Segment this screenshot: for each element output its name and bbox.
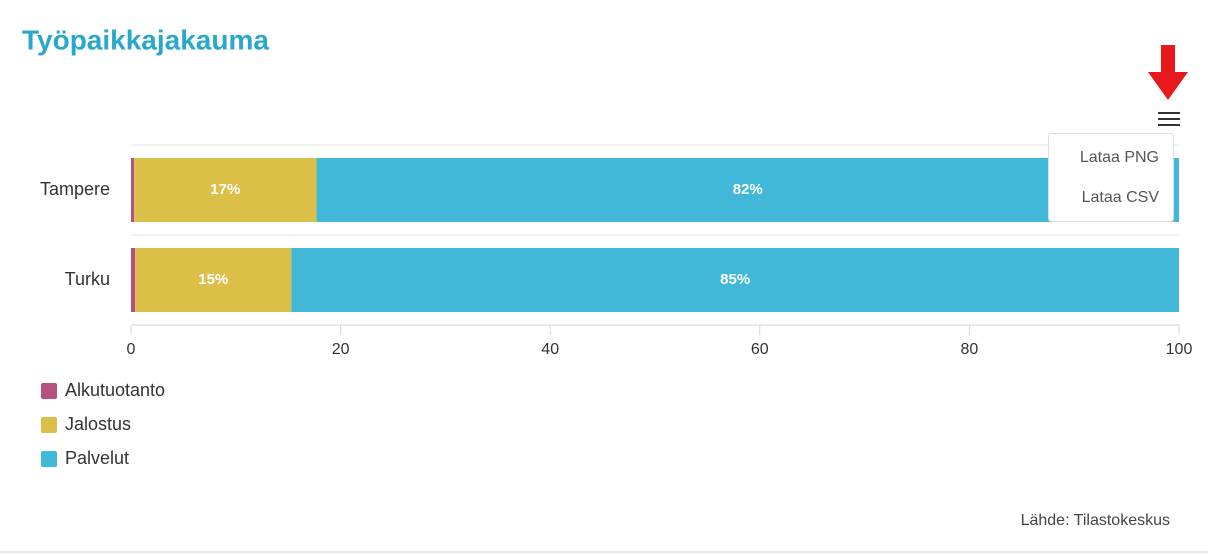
bar (131, 248, 136, 312)
x-tick-label: 60 (751, 341, 769, 358)
bar (316, 158, 1180, 222)
x-tick-label: 40 (541, 341, 559, 358)
source: Lähde: Tilastokeskus (1021, 512, 1170, 529)
y-tick-label: Turku (65, 269, 110, 289)
legend-label: Jalostus (65, 414, 131, 434)
menu-button[interactable] (1155, 108, 1183, 132)
data-label: 85% (720, 271, 750, 288)
y-tick-label: Tampere (40, 179, 110, 199)
bar (134, 158, 317, 222)
bar (135, 248, 292, 312)
plot: 0 20 40 60 80 100 Tampere 17% 82% Turku 15% 85% (40, 158, 1192, 358)
legend-swatch (41, 417, 57, 433)
chart-title: Työpaikkajakauma (22, 24, 269, 55)
menu-box (1048, 133, 1174, 222)
dropdown-menu: Lataa PNG Lataa CSV (1048, 133, 1174, 222)
data-label: 15% (198, 271, 228, 288)
x-tick-label: 100 (1166, 341, 1193, 358)
x-tick-label: 80 (961, 341, 979, 358)
data-label: 82% (733, 181, 763, 198)
red-arrow (1148, 45, 1188, 100)
legend-label: Alkutuotanto (65, 380, 165, 400)
legend-swatch (41, 383, 57, 399)
bar (131, 158, 135, 222)
x-tick-label: 0 (127, 341, 136, 358)
legend-label: Palvelut (65, 448, 129, 468)
menu-item[interactable]: Lataa CSV (1082, 189, 1160, 206)
data-label: 17% (210, 181, 240, 198)
x-tick-label: 20 (332, 341, 350, 358)
bar (291, 248, 1179, 312)
legend-swatch (41, 451, 57, 467)
plot-frame (131, 144, 1179, 236)
menu-item[interactable]: Lataa PNG (1080, 149, 1159, 166)
